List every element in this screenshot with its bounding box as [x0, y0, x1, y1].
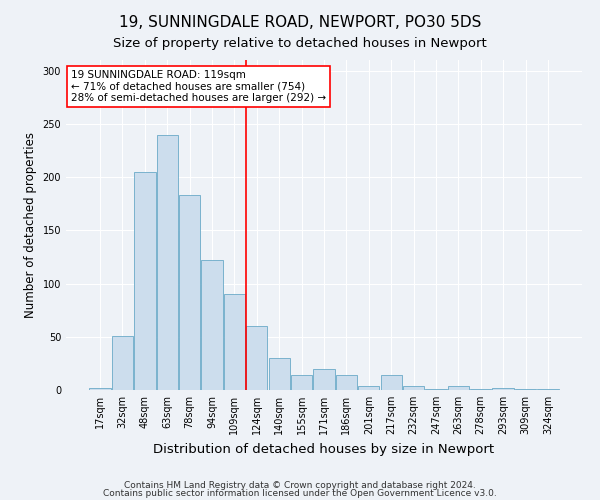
Bar: [358, 386, 379, 390]
Bar: [269, 358, 290, 390]
Bar: [537, 389, 559, 390]
Bar: [380, 375, 402, 390]
Bar: [224, 294, 245, 390]
Bar: [336, 375, 357, 390]
Text: 19 SUNNINGDALE ROAD: 119sqm
← 71% of detached houses are smaller (754)
28% of se: 19 SUNNINGDALE ROAD: 119sqm ← 71% of det…: [71, 70, 326, 103]
Bar: [112, 336, 133, 390]
Bar: [291, 375, 312, 390]
Bar: [470, 389, 491, 390]
Bar: [246, 326, 268, 390]
Text: Size of property relative to detached houses in Newport: Size of property relative to detached ho…: [113, 38, 487, 51]
Bar: [313, 368, 335, 390]
Bar: [493, 388, 514, 390]
Bar: [202, 260, 223, 390]
Y-axis label: Number of detached properties: Number of detached properties: [24, 132, 37, 318]
Bar: [134, 172, 155, 390]
Text: Contains HM Land Registry data © Crown copyright and database right 2024.: Contains HM Land Registry data © Crown c…: [124, 480, 476, 490]
Bar: [403, 386, 424, 390]
Bar: [425, 389, 446, 390]
X-axis label: Distribution of detached houses by size in Newport: Distribution of detached houses by size …: [154, 442, 494, 456]
Bar: [157, 134, 178, 390]
Text: Contains public sector information licensed under the Open Government Licence v3: Contains public sector information licen…: [103, 489, 497, 498]
Bar: [448, 386, 469, 390]
Bar: [89, 388, 111, 390]
Bar: [179, 195, 200, 390]
Bar: [515, 389, 536, 390]
Text: 19, SUNNINGDALE ROAD, NEWPORT, PO30 5DS: 19, SUNNINGDALE ROAD, NEWPORT, PO30 5DS: [119, 15, 481, 30]
